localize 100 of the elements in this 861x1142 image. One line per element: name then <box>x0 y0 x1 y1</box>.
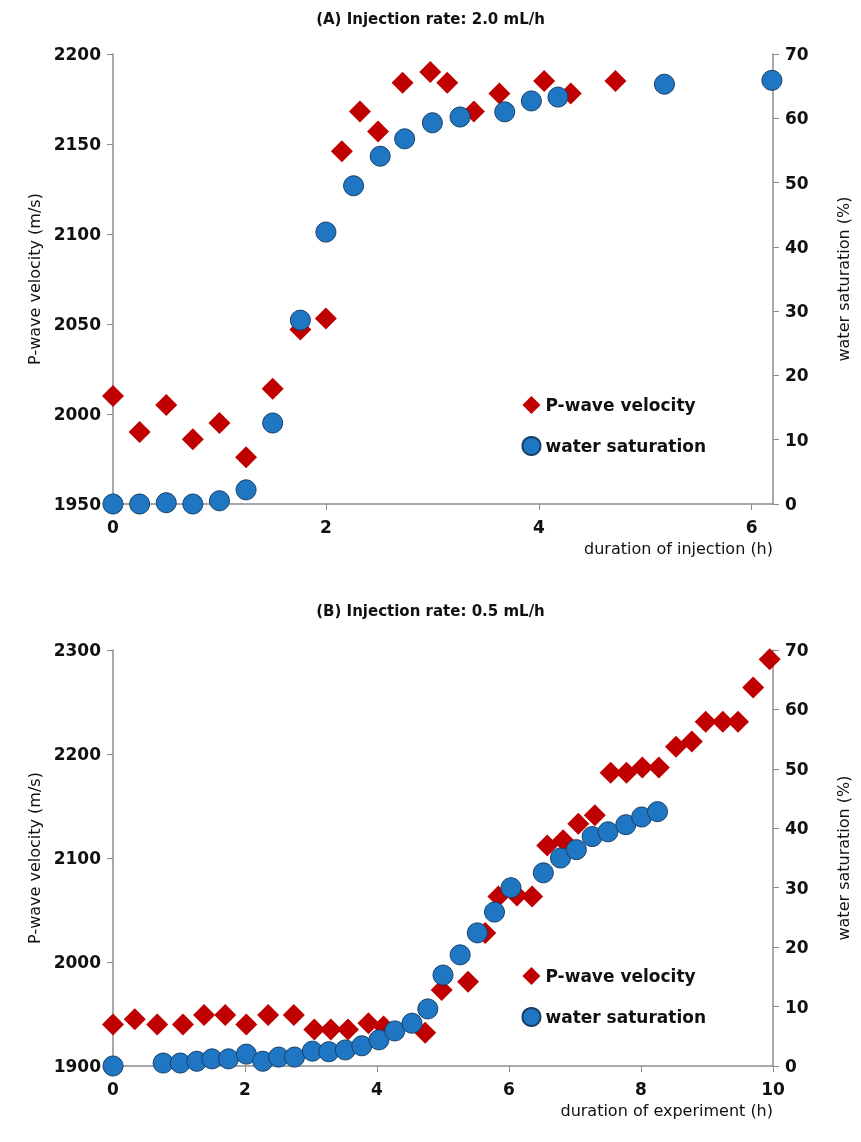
y-axis-title: P-wave velocity (m/s) <box>25 772 45 944</box>
y-tick-label: 2050 <box>53 314 102 334</box>
point <box>235 1043 257 1065</box>
point <box>488 82 511 105</box>
chart-title: (A) Injection rate: 2.0 mL/h <box>316 9 545 28</box>
y2-tick-label: 50 <box>785 172 809 193</box>
point <box>417 998 439 1020</box>
point <box>289 309 311 331</box>
chart-title: (B) Injection rate: 0.5 mL/h <box>316 601 545 620</box>
point <box>129 493 151 515</box>
y2-tick-label: 50 <box>785 758 809 779</box>
point <box>330 140 353 163</box>
point <box>597 821 619 843</box>
point <box>521 885 544 908</box>
point <box>257 1004 280 1027</box>
point <box>565 839 587 861</box>
point <box>419 61 442 83</box>
point <box>394 128 416 150</box>
point <box>123 1008 146 1031</box>
y-tick-label: 2200 <box>53 44 102 64</box>
y-tick-label: 2100 <box>53 224 102 244</box>
y2-axis-title: water saturation (%) <box>833 196 853 362</box>
point <box>208 412 231 434</box>
y-tick-label: 2000 <box>53 952 102 972</box>
point <box>547 86 569 108</box>
point <box>315 221 337 243</box>
point <box>647 801 668 823</box>
point <box>533 70 556 92</box>
y2-tick-label: 0 <box>785 494 797 514</box>
x-tick-label: 6 <box>503 1078 515 1099</box>
y2-tick-label: 60 <box>785 699 809 720</box>
y2-tick-label: 30 <box>785 301 809 322</box>
point <box>432 964 454 986</box>
point <box>128 421 151 443</box>
point <box>494 101 516 123</box>
point <box>694 710 717 733</box>
point <box>367 120 390 143</box>
y-tick-label: 2150 <box>53 134 102 154</box>
y-tick-label: 2200 <box>53 744 102 764</box>
point <box>182 493 204 515</box>
x-tick-label: 4 <box>532 516 545 537</box>
point <box>567 812 590 835</box>
point <box>466 922 488 944</box>
point <box>155 492 177 514</box>
point <box>171 1013 194 1036</box>
point <box>457 970 480 993</box>
y2-tick-label: 20 <box>785 937 809 958</box>
point <box>680 730 703 753</box>
point <box>384 1020 406 1042</box>
legend-label: water saturation <box>545 436 706 456</box>
y2-tick-label: 40 <box>785 818 809 839</box>
x-tick-label: 2 <box>319 516 332 537</box>
point <box>235 479 257 501</box>
y2-tick-label: 70 <box>785 640 809 660</box>
point <box>436 71 459 94</box>
legend-label: P-wave velocity <box>545 966 696 986</box>
point <box>102 385 124 407</box>
point <box>449 944 471 966</box>
point <box>615 814 637 836</box>
point <box>583 804 606 827</box>
x-tick-label: 0 <box>107 516 120 537</box>
point <box>391 71 414 94</box>
legend-label: P-wave velocity <box>545 395 696 415</box>
point <box>532 862 554 884</box>
y2-tick-label: 10 <box>785 429 809 450</box>
point <box>319 1018 342 1041</box>
point <box>484 901 505 923</box>
y2-tick-label: 30 <box>785 877 809 898</box>
y2-tick-label: 0 <box>785 1056 797 1076</box>
point <box>369 145 391 167</box>
x-tick-label: 10 <box>761 1078 785 1099</box>
point <box>102 1013 124 1036</box>
y2-tick-label: 20 <box>785 365 809 386</box>
point <box>520 90 542 112</box>
point <box>742 676 765 699</box>
point <box>235 1013 258 1036</box>
point <box>581 826 603 848</box>
point <box>727 710 750 733</box>
y-tick-label: 2100 <box>53 848 102 868</box>
point <box>550 847 571 869</box>
point <box>761 69 783 91</box>
point <box>314 307 337 330</box>
point <box>368 1029 390 1051</box>
point <box>181 428 204 451</box>
y-tick-label: 1900 <box>53 1056 102 1076</box>
point <box>348 100 371 123</box>
y-axis-title: P-wave velocity (m/s) <box>25 193 45 365</box>
point <box>647 756 670 779</box>
point <box>208 490 230 512</box>
x-axis-title: duration of injection (h) <box>584 538 773 558</box>
point <box>604 70 627 92</box>
point <box>262 412 284 434</box>
point <box>615 761 638 784</box>
y-tick-label: 2300 <box>53 640 102 660</box>
point <box>401 1012 423 1034</box>
x-tick-label: 0 <box>107 1078 120 1099</box>
y2-tick-label: 10 <box>785 996 809 1017</box>
legend-label: water saturation <box>545 1007 706 1027</box>
point <box>357 1012 380 1035</box>
point <box>758 648 781 671</box>
